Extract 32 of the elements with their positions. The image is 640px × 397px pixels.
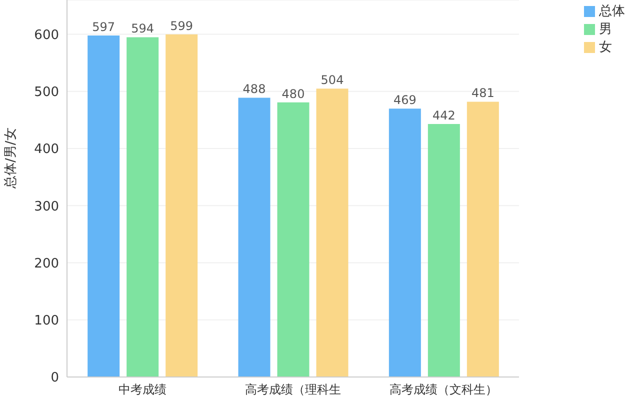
bar	[466, 102, 499, 377]
bar	[428, 124, 460, 377]
data-label: 597	[92, 20, 116, 34]
x-tick-label: 高考成绩（理科生	[245, 382, 341, 397]
x-tick-label: 高考成绩（文科生）	[390, 382, 498, 397]
x-tick-label: 中考成绩	[118, 382, 166, 397]
data-label: 594	[131, 22, 154, 36]
bar	[388, 108, 421, 377]
legend-label: 女	[599, 40, 612, 55]
bar	[277, 102, 310, 377]
data-label: 480	[282, 86, 305, 101]
bar	[88, 35, 120, 377]
y-tick-label: 500	[34, 85, 59, 100]
data-label: 599	[170, 18, 194, 33]
y-tick-label: 0	[50, 370, 59, 386]
data-label: 442	[432, 108, 456, 123]
y-axis-title: 总体/男/女	[4, 128, 19, 190]
bar	[166, 34, 198, 377]
y-tick-label: 400	[34, 142, 59, 158]
y-tick-label: 100	[34, 313, 59, 328]
y-tick-label: 300	[34, 199, 59, 214]
data-label: 481	[471, 86, 494, 100]
legend-label: 男	[599, 22, 612, 37]
legend-label: 总体	[599, 4, 625, 19]
y-tick-label: 600	[34, 28, 59, 43]
bar	[238, 98, 270, 377]
bar	[126, 37, 159, 377]
bar	[316, 88, 348, 377]
data-label: 488	[242, 82, 266, 96]
y-tick-label: 200	[34, 256, 59, 272]
data-label: 504	[320, 73, 344, 88]
data-label: 469	[393, 93, 416, 108]
